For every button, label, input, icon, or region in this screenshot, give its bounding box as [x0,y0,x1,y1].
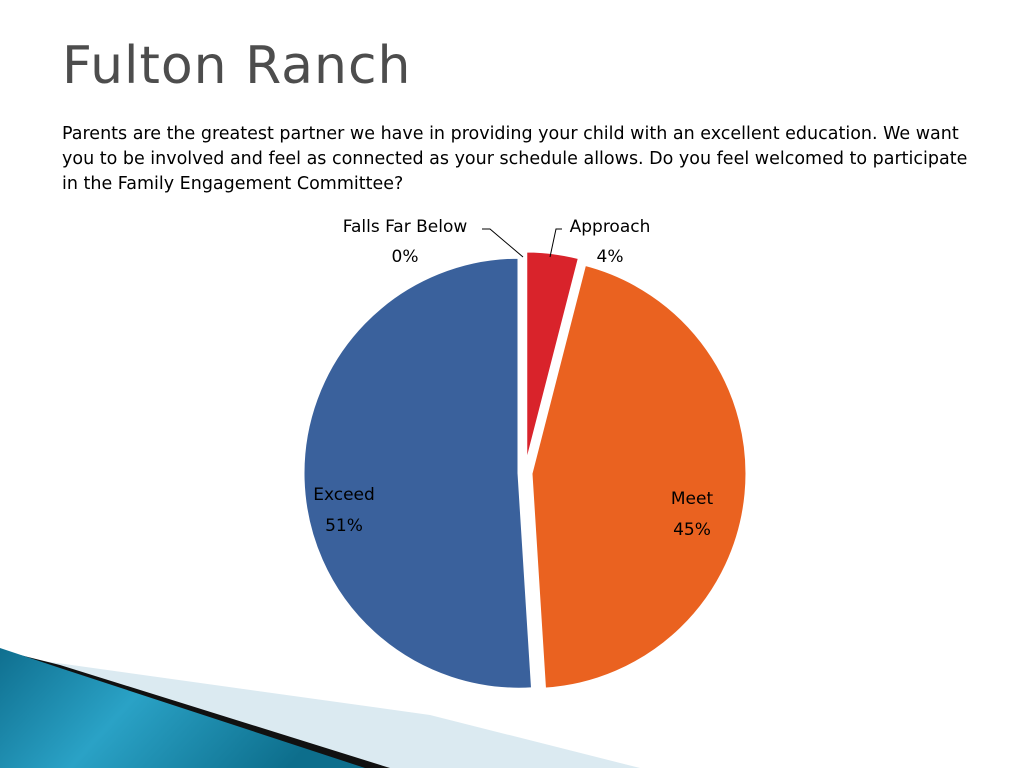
leader-line-falls-far-below [482,228,524,258]
slice-value-meet: 45% [673,520,711,540]
slice-value-approach: 4% [597,247,624,267]
slice-label-meet: Meet [671,489,714,509]
pie-slice-meet [529,262,749,691]
pie-slice-exceed [301,255,535,691]
slide-title: Fulton Ranch [62,36,412,96]
leader-line-approach [549,228,562,258]
slice-value-falls-far-below: 0% [392,247,419,267]
slide-question-text: Parents are the greatest partner we have… [62,124,968,194]
slice-label-falls-far-below: Falls Far Below [343,217,468,237]
slice-label-approach: Approach [570,217,651,237]
pie-slice-approach [524,249,582,468]
deco-teal-band [0,648,365,768]
slice-value-exceed: 51% [325,516,363,536]
slice-label-exceed: Exceed [313,485,375,505]
deco-dark-band [0,650,390,768]
